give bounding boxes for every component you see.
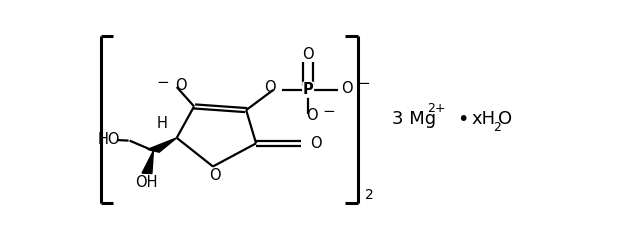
Text: 2+: 2+ [428, 102, 445, 115]
Polygon shape [148, 138, 177, 152]
Text: O: O [498, 110, 512, 128]
Text: xH: xH [472, 110, 496, 128]
Text: O: O [302, 47, 314, 62]
Text: HO: HO [97, 132, 120, 147]
Text: −: − [357, 76, 370, 91]
Text: 2: 2 [493, 121, 501, 134]
Text: −: − [156, 75, 169, 90]
Text: O: O [264, 80, 275, 96]
Text: OH: OH [134, 175, 157, 190]
Text: •: • [457, 110, 468, 129]
Polygon shape [142, 151, 154, 174]
Text: O: O [341, 81, 353, 96]
Text: H: H [156, 115, 167, 131]
Text: O: O [310, 136, 321, 151]
Text: 3 Mg: 3 Mg [392, 110, 436, 128]
Text: P: P [303, 82, 314, 97]
Text: −: − [323, 103, 335, 119]
Text: O: O [175, 78, 186, 93]
Text: O: O [209, 168, 221, 183]
Text: 2: 2 [365, 188, 374, 202]
Text: O: O [307, 108, 318, 123]
